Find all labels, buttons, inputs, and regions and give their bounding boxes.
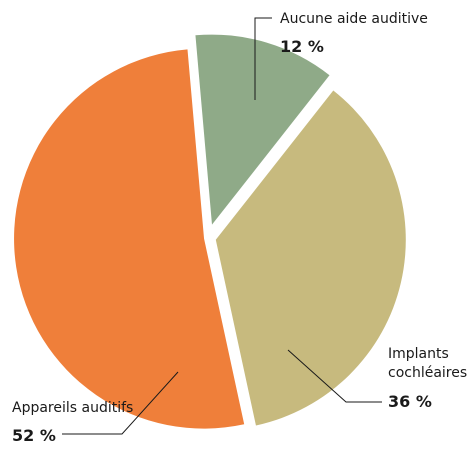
label-implants-line1: Implants: [388, 346, 449, 362]
value-aucune-aide: 12 %: [280, 37, 324, 56]
leader-line-implants: [287, 349, 382, 403]
slice-appareils-auditifs: [14, 49, 245, 429]
slice-implants-cochleaires: [215, 90, 406, 426]
leader-line-appareils: [62, 371, 179, 435]
value-appareils: 52 %: [12, 426, 56, 445]
label-aucune-aide: Aucune aide auditive: [280, 11, 428, 27]
label-implants-line2: cochléaires: [388, 365, 467, 381]
value-implants: 36 %: [388, 392, 432, 411]
slice-aucune-aide-auditive: [195, 34, 330, 225]
label-appareils: Appareils auditifs: [12, 400, 133, 416]
leader-line-aucune-aide: [254, 17, 272, 100]
